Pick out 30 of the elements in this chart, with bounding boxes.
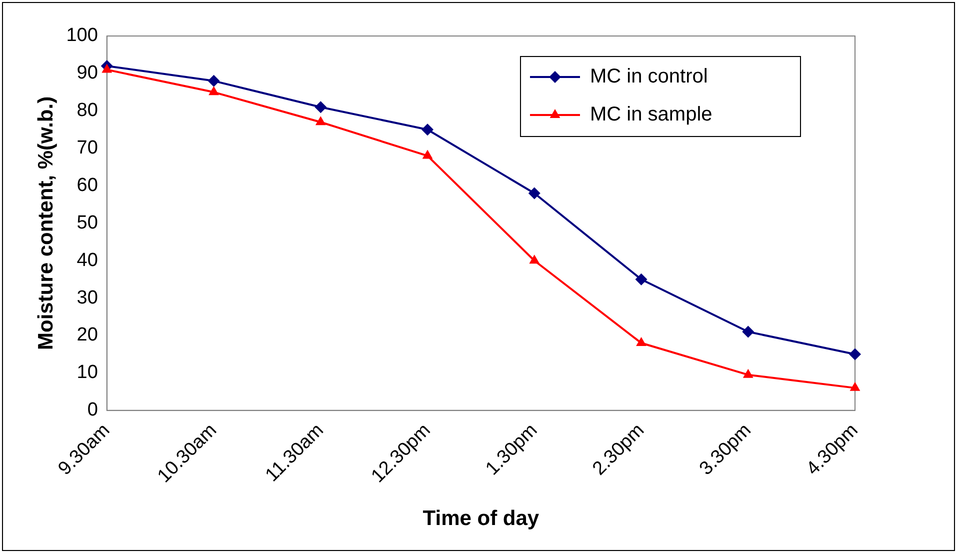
y-tick-label: 50 — [76, 212, 98, 234]
point — [102, 64, 112, 73]
point — [636, 337, 646, 346]
y-tick-label: 90 — [76, 62, 98, 84]
legend-label: MC in control — [590, 66, 708, 88]
point — [208, 74, 220, 87]
point — [528, 187, 540, 200]
legend-label: MC in sample — [590, 104, 712, 126]
point — [850, 382, 860, 391]
point — [314, 101, 327, 114]
point — [635, 273, 648, 286]
point — [315, 116, 326, 126]
point — [742, 326, 754, 338]
y-tick-label: 60 — [76, 174, 98, 196]
y-axis-title: Moisture content, %(w.b.) — [34, 96, 58, 350]
y-tick-label: 100 — [66, 25, 98, 46]
y-tick-label: 80 — [76, 100, 98, 122]
x-axis-title: Time of day — [422, 507, 540, 530]
point — [208, 86, 219, 96]
y-tick-label: 40 — [76, 250, 98, 271]
y-tick-label: 10 — [76, 362, 98, 384]
point — [742, 368, 754, 378]
point — [422, 150, 433, 159]
y-tick-label: 70 — [76, 138, 98, 159]
y-tick-label: 0 — [87, 400, 98, 421]
point — [529, 254, 540, 264]
y-tick-label: 30 — [76, 287, 98, 308]
point — [849, 348, 861, 360]
y-tick-label: 20 — [76, 324, 98, 346]
point — [422, 124, 434, 136]
